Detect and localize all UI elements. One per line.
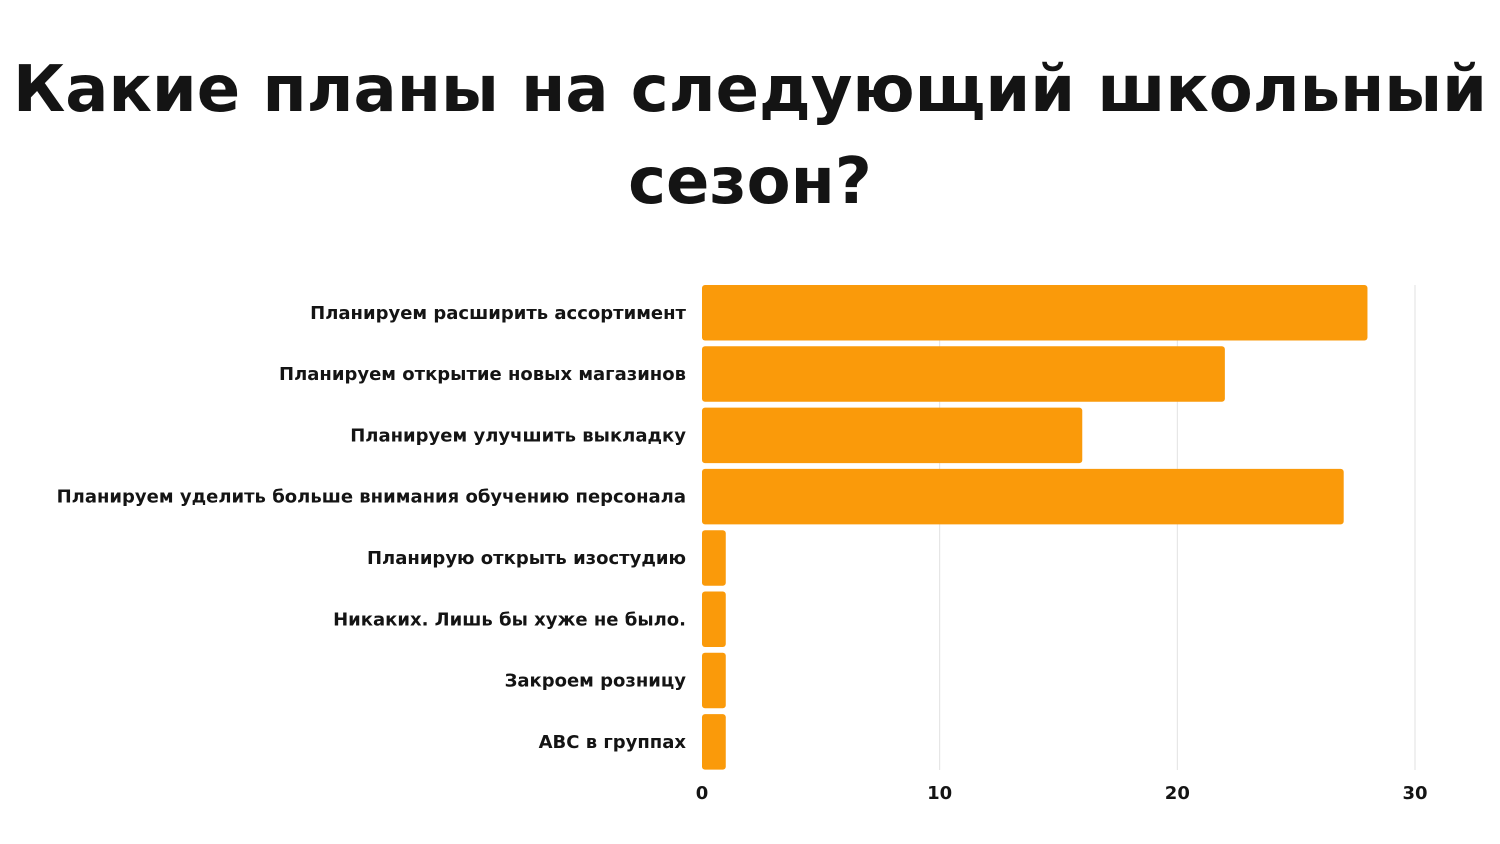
category-labels: Планируем расширить ассортимент Планируем… (57, 303, 687, 753)
category-label: Планируем открытие новых магазинов (279, 364, 686, 385)
bar (702, 468, 1344, 525)
category-label: Планирую открыть изостудию (367, 548, 686, 569)
x-tick-label: 20 (1165, 783, 1190, 804)
bar (702, 591, 726, 647)
category-label: Закроем розницу (505, 671, 687, 692)
bar (702, 652, 726, 709)
category-label: Планируем расширить ассортимент (310, 303, 686, 324)
bar (702, 530, 726, 586)
bar (702, 346, 1225, 402)
category-label: ABC в группах (539, 732, 687, 753)
category-label: Никаких. Лишь бы хуже не было. (333, 609, 686, 630)
bar-layer (702, 285, 1368, 770)
chart-title: Какие планы на следующий школьный сезон? (12, 53, 1488, 219)
bar (702, 285, 1368, 341)
category-label: Планируем улучшить выкладку (350, 425, 686, 446)
bar (702, 714, 726, 770)
bar (702, 407, 1083, 464)
x-axis-ticks: 0 10 20 30 (696, 783, 1428, 804)
x-tick-label: 30 (1402, 783, 1427, 804)
x-tick-label: 0 (696, 783, 709, 804)
x-tick-label: 10 (927, 783, 952, 804)
category-label: Планируем уделить больше внимания обучен… (57, 487, 686, 508)
